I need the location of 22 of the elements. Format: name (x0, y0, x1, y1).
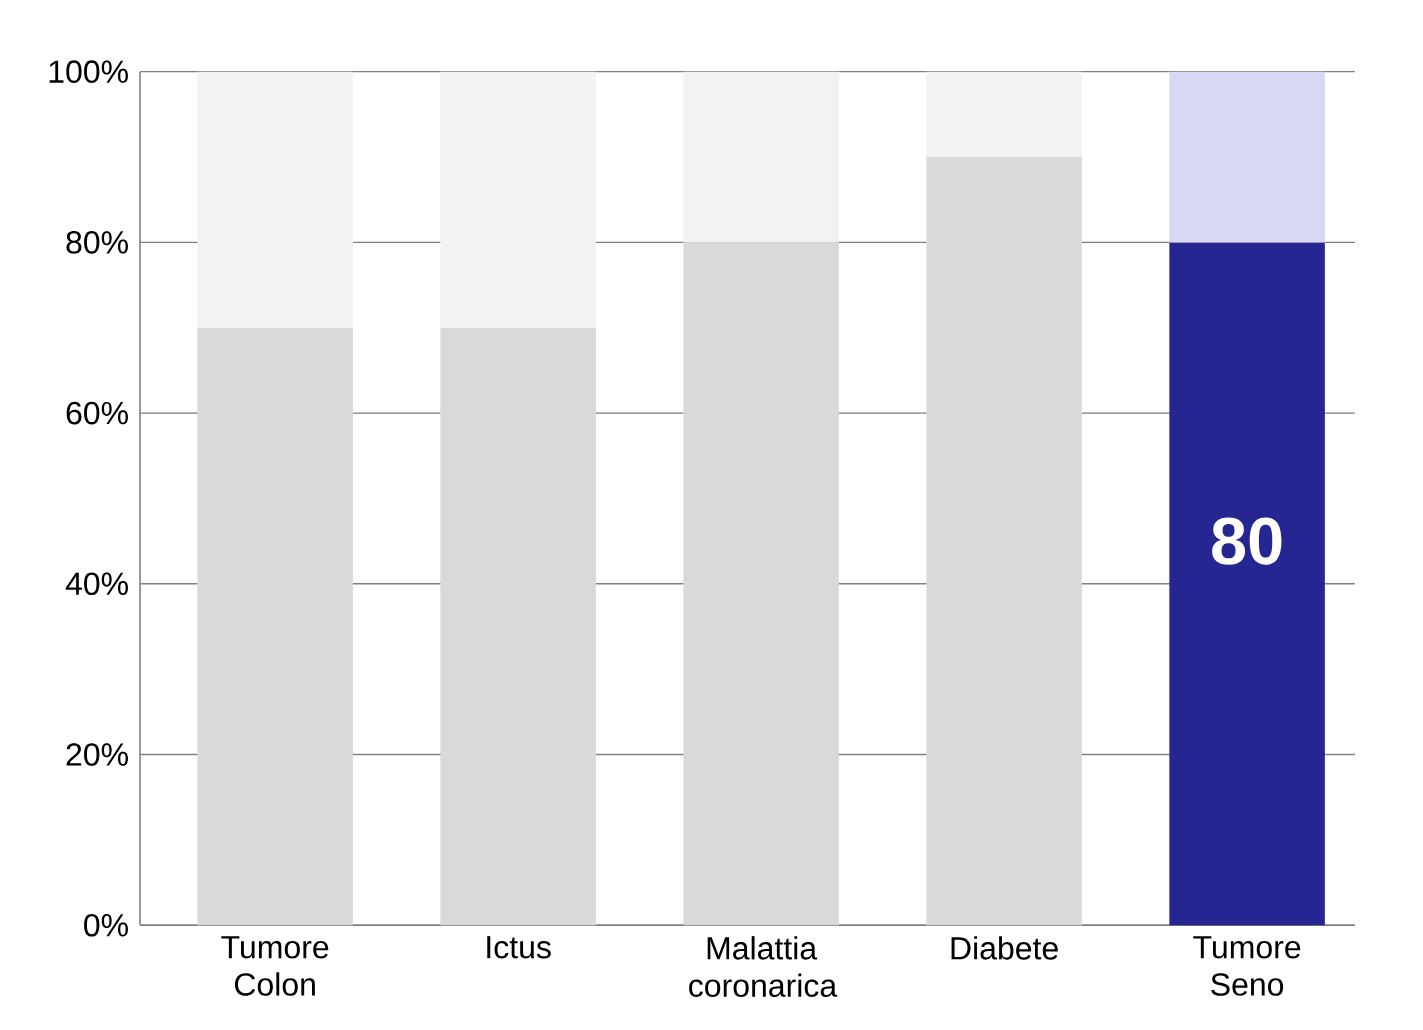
data-label: 80 (1212, 517, 1282, 565)
y-tick-label: 100% (49, 60, 128, 83)
x-tick-label: Ictus (487, 936, 551, 959)
bar (683, 242, 839, 926)
bar (197, 71, 353, 328)
y-tick-label: 80% (66, 230, 128, 254)
x-tick-label: Tumore Seno (1193, 936, 1301, 996)
bar (926, 156, 1082, 926)
bar (440, 327, 596, 926)
y-tick-label: 60% (66, 401, 128, 425)
bar (197, 327, 353, 926)
bar (1169, 242, 1325, 926)
bar (1169, 71, 1325, 243)
y-tick-label: 20% (66, 743, 128, 766)
x-tick-label: Diabete (951, 936, 1058, 960)
bar (926, 71, 1082, 157)
y-tick-label: 0% (84, 913, 128, 937)
bar (683, 71, 839, 243)
bar (440, 71, 596, 328)
y-tick-label: 40% (65, 572, 128, 596)
x-tick-label: Malattia coronarica (689, 936, 838, 997)
x-tick-label: Tumore Colon (221, 936, 329, 996)
